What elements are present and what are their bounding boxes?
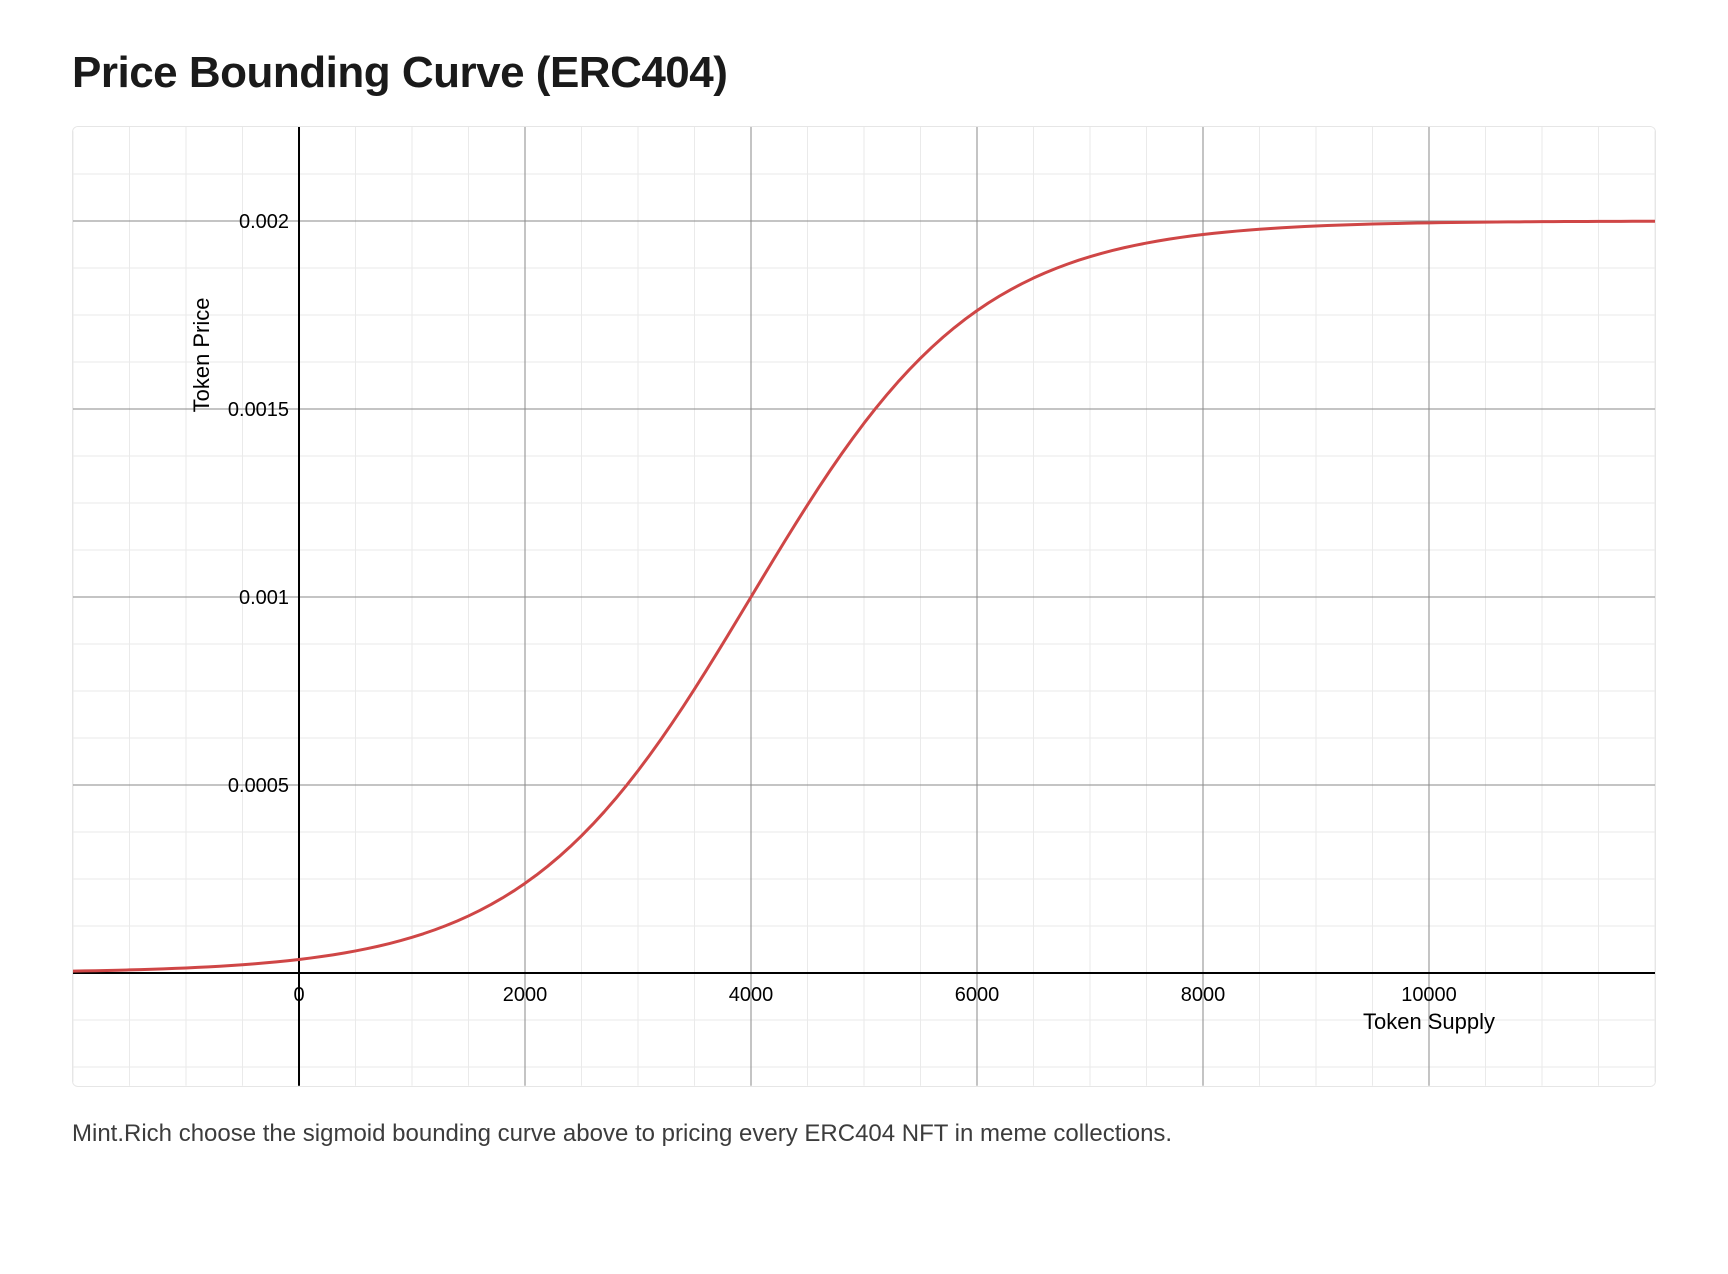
y-tick-label: 0.001: [239, 587, 289, 609]
x-tick-label: 6000: [955, 984, 999, 1006]
x-tick-label: 2000: [503, 984, 547, 1006]
x-tick-label: 4000: [729, 984, 773, 1006]
x-tick-label: 0: [293, 984, 304, 1006]
x-tick-label: 10000: [1401, 984, 1457, 1006]
chart-container: 0.0005 0.001 0.0015 0.002 0 2000 4000 6000 8000 1…: [72, 126, 1656, 1087]
x-tick-label: 8000: [1181, 984, 1225, 1006]
page-title: Price Bounding Curve (ERC404): [72, 48, 1656, 98]
bounding-curve-chart: 0.0005 0.001 0.0015 0.002 0 2000 4000 6000 8000 1…: [73, 127, 1655, 1086]
x-axis-title: Token Supply: [1363, 1009, 1495, 1034]
y-tick-label: 0.002: [239, 211, 289, 233]
chart-caption: Mint.Rich choose the sigmoid bounding cu…: [72, 1115, 1656, 1152]
y-tick-label: 0.0005: [228, 775, 289, 797]
page-root: Price Bounding Curve (ERC404) 0.00050.00…: [0, 0, 1728, 1216]
y-tick-label: 0.0015: [228, 399, 289, 421]
y-axis-title: Token Price: [189, 298, 214, 413]
